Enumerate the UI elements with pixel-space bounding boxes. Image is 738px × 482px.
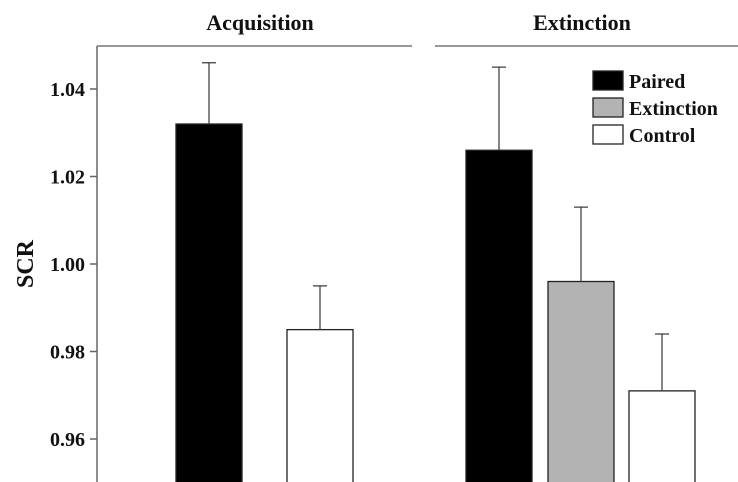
panel-title-extinction: Extinction bbox=[533, 10, 631, 35]
bar-acquisition-paired bbox=[175, 123, 243, 482]
bar-extinction-paired bbox=[465, 149, 533, 482]
legend-swatch-extinction bbox=[592, 97, 624, 118]
legend-label-paired: Paired bbox=[629, 71, 685, 93]
bar-extinction-extinction bbox=[547, 280, 615, 482]
y-axis: 0.96 0.98 1.00 1.02 1.04 SCR bbox=[13, 46, 98, 482]
legend-label-extinction: Extinction bbox=[629, 98, 718, 120]
bar-acquisition-control bbox=[286, 328, 354, 482]
y-tick-label: 0.98 bbox=[50, 342, 85, 364]
y-tick-label: 1.00 bbox=[50, 254, 85, 276]
legend-swatch-paired bbox=[592, 70, 624, 91]
panel-titles: Acquisition Extinction bbox=[97, 10, 738, 47]
bars bbox=[175, 62, 696, 482]
panel-title-acquisition: Acquisition bbox=[206, 10, 314, 35]
y-tick-label: 1.02 bbox=[50, 167, 85, 189]
bar-extinction-control bbox=[628, 390, 696, 482]
legend: Paired Extinction Control bbox=[592, 70, 718, 147]
y-axis-label: SCR bbox=[13, 239, 39, 288]
legend-label-control: Control bbox=[629, 125, 696, 147]
legend-swatch-control bbox=[592, 124, 624, 145]
y-tick-label: 0.96 bbox=[50, 429, 85, 451]
y-tick-label: 1.04 bbox=[50, 79, 85, 101]
